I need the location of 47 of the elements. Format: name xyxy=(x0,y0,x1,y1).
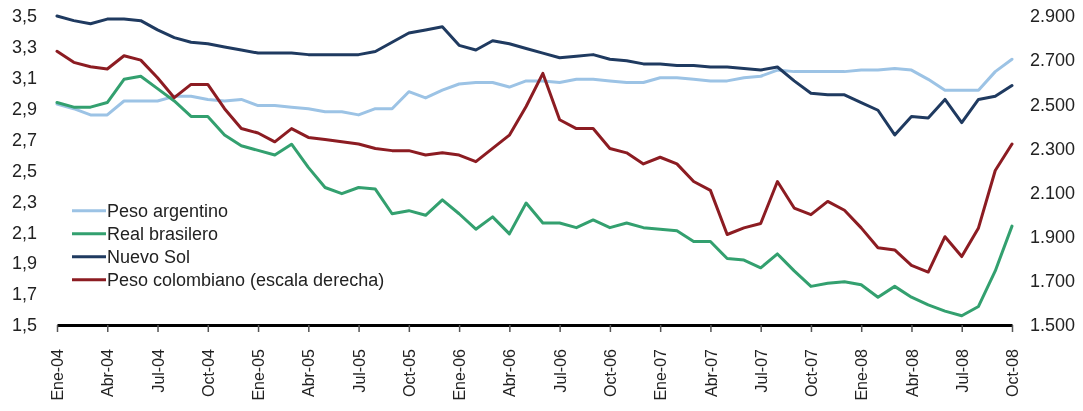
y-tick-label: 3,5 xyxy=(11,6,37,27)
y-tick-label: 2,3 xyxy=(11,191,37,212)
y2-tick-label: 2.700 xyxy=(1030,50,1076,71)
x-tick-label: Jul-07 xyxy=(752,348,770,393)
x-tick-label: Jul-06 xyxy=(551,348,569,393)
x-tick-label: Ene-08 xyxy=(853,348,871,401)
y2-tick-label: 2.300 xyxy=(1030,138,1076,159)
line-series xyxy=(55,74,1014,318)
x-tick-label: Jul-08 xyxy=(953,348,971,393)
line-series xyxy=(55,14,1014,137)
x-tick-label: Ene-06 xyxy=(451,348,469,401)
x-tick-label: Ene-05 xyxy=(250,348,268,401)
y2-tick-label: 1.500 xyxy=(1030,315,1076,336)
line-series xyxy=(55,49,1014,274)
x-tick-label: Ene-07 xyxy=(652,348,670,401)
x-tick-label: Abr-05 xyxy=(300,348,318,398)
y-tick-label: 2,1 xyxy=(11,222,37,243)
legend-label: Nuevo Sol xyxy=(107,247,191,267)
x-tick-label: Jul-04 xyxy=(149,348,167,393)
line-series xyxy=(55,57,1014,117)
y-tick-label: 1,7 xyxy=(11,284,37,305)
x-tick-label: Abr-08 xyxy=(903,348,921,398)
legend-label: Peso argentino xyxy=(107,201,229,221)
y-tick-label: 3,3 xyxy=(11,37,37,58)
y2-tick-label: 2.100 xyxy=(1030,182,1076,203)
x-tick-label: Abr-06 xyxy=(501,348,519,398)
y-tick-label: 3,1 xyxy=(11,68,37,89)
y-tick-label: 2,9 xyxy=(11,98,37,119)
y2-tick-label: 2.500 xyxy=(1030,94,1076,115)
y-tick-label: 2,5 xyxy=(11,160,37,181)
x-tick-label: Oct-05 xyxy=(400,348,418,398)
x-tick-label: Oct-07 xyxy=(803,348,821,398)
y2-tick-label: 1.900 xyxy=(1030,226,1076,247)
y-tick-label: 1,9 xyxy=(11,253,37,274)
y-tick-label: 1,5 xyxy=(11,315,37,336)
y-tick-label: 2,7 xyxy=(11,129,37,150)
legend-label: Real brasilero xyxy=(107,224,219,244)
x-tick-label: Abr-04 xyxy=(99,348,117,398)
x-tick-label: Oct-04 xyxy=(199,348,217,398)
legend-label: Peso colombiano (escala derecha) xyxy=(107,270,385,290)
x-tick-label: Oct-06 xyxy=(601,348,619,398)
x-tick-label: Jul-05 xyxy=(350,348,368,393)
x-tick-label: Abr-07 xyxy=(702,348,720,398)
y2-tick-label: 1.700 xyxy=(1030,271,1076,292)
x-tick-label: Oct-08 xyxy=(1004,348,1022,398)
y2-tick-label: 2.900 xyxy=(1030,6,1076,27)
x-tick-label: Ene-04 xyxy=(49,348,67,401)
